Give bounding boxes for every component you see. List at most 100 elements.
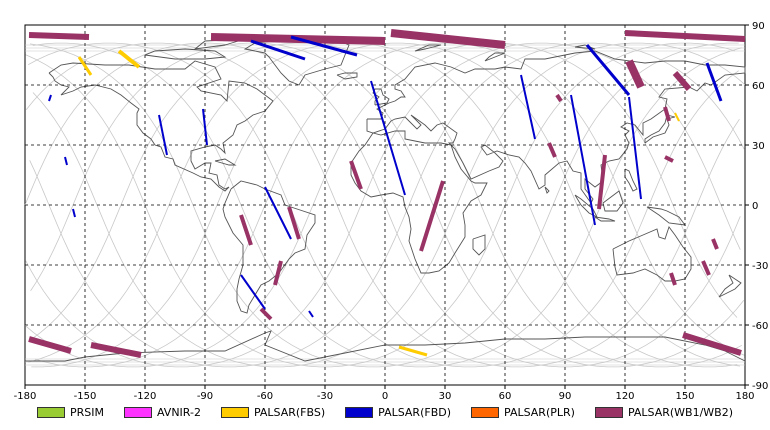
swath-palsar-wb1-wb2- [669,272,677,286]
swath-palsar-fbs- [674,112,680,122]
swath-palsar-fbd- [290,35,358,57]
legend-item-palsar-fbs: PALSAR(FBS) [220,405,326,419]
orbit-track [32,42,742,368]
legend-item-palsar-fbd: PALSAR(FBD) [345,406,451,419]
legend-label-palsar-plr: PALSAR(PLR) [504,405,575,419]
legend-item-prsim: PRSIM [36,405,104,419]
coastline [336,72,358,80]
x-tick-label: 90 [559,391,572,402]
swath-palsar-fbd- [250,39,306,61]
swath-palsar-fbd- [264,186,292,240]
swath-palsar-wb1-wb2- [711,238,719,250]
swath-palsar-fbs- [117,49,141,69]
swath-palsar-fbd- [705,62,723,102]
y-axis-ticks: 90 60 30 0 -30 -60 -90 [745,21,768,392]
legend-swatch-palsar-wb [594,406,623,418]
swath-palsar-fbd- [158,114,168,156]
swath-palsar-wb1-wb2- [701,260,711,276]
y-tick-label: 90 [752,21,765,32]
coastline [214,158,237,166]
swath-palsar-wb1-wb2- [682,332,742,356]
swath-palsar-wb1-wb2- [259,307,273,321]
x-tick-label: -60 [257,391,273,402]
x-tick-label: 30 [439,391,452,402]
legend-item-palsar-plr: PALSAR(PLR) [471,406,575,419]
swath-palsar-wb1-wb2- [273,260,283,286]
x-tick-label: 60 [499,391,512,402]
observation-swaths [28,29,746,358]
y-tick-label: 60 [752,81,765,92]
legend-swatch-avnir2 [123,406,152,418]
y-tick-label: -60 [752,321,768,332]
swath-palsar-fbd- [570,94,596,226]
x-tick-label: -30 [317,391,333,402]
swath-palsar-fbd- [48,94,52,102]
x-tick-label: -150 [74,391,97,402]
x-tick-label: 180 [735,391,754,402]
coastline [594,216,616,222]
swath-palsar-fbd- [308,310,314,318]
coastline [644,114,676,144]
swath-palsar-fbd- [64,156,68,166]
swath-palsar-fbd- [202,108,208,146]
swath-palsar-wb1-wb2- [597,154,607,210]
x-axis-ticks: -180 -150 -120 -90 -60 -30 0 30 60 90 120 150 180 [14,385,755,402]
swath-palsar-wb1-wb2- [663,106,671,122]
x-tick-label: -90 [197,391,213,402]
coastline [48,60,274,192]
swath-palsar-wb1-wb2- [349,160,363,190]
orbit-track [30,42,745,368]
swath-palsar-wb1-wb2- [547,142,557,158]
orbit-track [32,42,746,368]
swath-palsar-fbd- [72,208,76,218]
swath-palsar-wb1-wb2- [672,71,692,91]
swath-palsar-fbd- [520,74,536,140]
swath-palsar-fbd- [585,44,631,96]
swath-palsar-fbd- [628,96,642,200]
coastline [484,52,506,62]
x-tick-label: 120 [615,391,634,402]
swath-palsar-wb1-wb2- [624,30,746,42]
legend-label-palsar-wb: PALSAR(WB1/WB2) [627,405,734,419]
swath-palsar-wb1-wb2- [90,342,142,358]
coastline [624,168,638,192]
y-tick-label: -90 [752,381,768,392]
legend-label-prsim: PRSIM [69,405,104,419]
legend-swatch-palsar-fbd [345,406,374,418]
x-tick-label: -120 [134,391,157,402]
coastline [544,186,550,194]
legend-item-avnir2: AVNIR-2 [123,405,201,419]
swath-palsar-fbd- [370,80,406,196]
legend-swatch-prsim [36,406,65,418]
y-tick-label: -30 [752,261,768,272]
swath-palsar-wb1-wb2- [625,59,645,89]
swath-palsar-fbd- [240,274,266,310]
legend-label-avnir2: AVNIR-2 [156,405,201,419]
swath-palsar-fbs- [398,345,428,357]
swath-palsar-wb1-wb2- [239,214,253,246]
swath-palsar-wb1-wb2- [390,29,506,49]
orbit-track [31,42,741,368]
legend-label-palsar-fbs: PALSAR(FBS) [253,405,326,419]
x-tick-label: 150 [675,391,694,402]
legend: PRSIM AVNIR-2 PALSAR(FBS) PALSAR(FBD) PA… [0,400,770,424]
coastline [602,190,624,212]
coastline [646,206,686,226]
legend-label-palsar-fbd: PALSAR(FBD) [378,405,452,419]
x-tick-label: -180 [14,391,37,402]
swath-palsar-wb1-wb2- [555,93,563,103]
legend-swatch-palsar-fbs [220,406,249,418]
coastline [350,130,488,274]
y-tick-label: 30 [752,141,765,152]
coastline [414,44,442,52]
coastlines [25,38,746,362]
legend-item-palsar-wb: PALSAR(WB1/WB2) [594,405,734,419]
coastline [472,234,486,256]
coastline [718,274,742,298]
swath-palsar-wb1-wb2- [28,336,72,354]
coastline [366,50,746,204]
swath-palsar-wb1-wb2- [287,206,301,240]
coastline [612,226,692,282]
legend-swatch-palsar-plr [471,406,500,418]
